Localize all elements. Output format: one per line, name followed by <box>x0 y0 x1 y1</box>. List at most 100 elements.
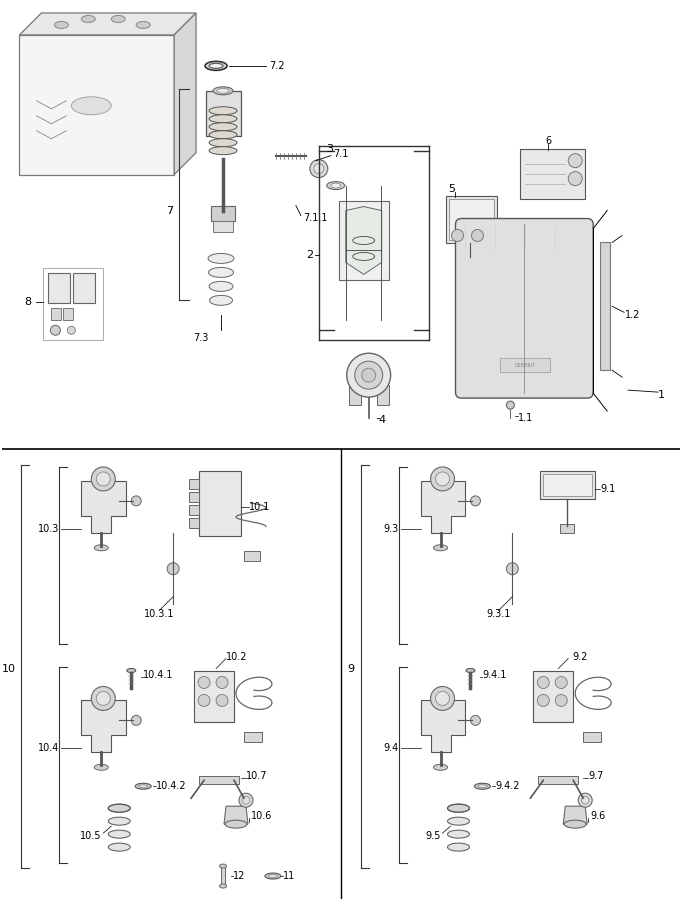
Bar <box>583 733 601 742</box>
Text: 10.2: 10.2 <box>226 652 248 662</box>
Circle shape <box>131 716 141 725</box>
Ellipse shape <box>136 22 150 29</box>
Ellipse shape <box>327 182 345 190</box>
Text: 5: 5 <box>449 184 456 194</box>
Ellipse shape <box>95 764 108 770</box>
Ellipse shape <box>82 15 95 22</box>
Bar <box>339 201 389 281</box>
Polygon shape <box>224 806 248 824</box>
Ellipse shape <box>209 122 237 130</box>
Polygon shape <box>174 13 196 175</box>
Text: 10.4: 10.4 <box>38 743 59 753</box>
Text: 10.7: 10.7 <box>246 771 267 781</box>
Text: 3: 3 <box>326 144 333 154</box>
Polygon shape <box>189 492 199 502</box>
Bar <box>349 385 360 405</box>
Polygon shape <box>189 479 199 489</box>
Circle shape <box>568 172 582 185</box>
Polygon shape <box>563 806 588 824</box>
Text: 4: 4 <box>379 415 386 425</box>
Ellipse shape <box>475 783 490 789</box>
Text: 9.3: 9.3 <box>384 524 398 534</box>
Ellipse shape <box>220 884 226 888</box>
Circle shape <box>537 695 549 707</box>
Bar <box>445 195 497 244</box>
Ellipse shape <box>209 139 237 147</box>
Text: 12: 12 <box>233 871 245 881</box>
Text: 7.1.1: 7.1.1 <box>303 212 327 222</box>
Text: 10.5: 10.5 <box>80 831 101 842</box>
Bar <box>520 148 585 199</box>
Ellipse shape <box>95 544 108 551</box>
Ellipse shape <box>135 783 151 789</box>
Bar <box>244 551 260 561</box>
Ellipse shape <box>209 282 233 292</box>
Circle shape <box>167 562 179 575</box>
Ellipse shape <box>108 830 131 838</box>
Text: 9.1: 9.1 <box>600 484 615 494</box>
Text: 1.2: 1.2 <box>625 310 641 320</box>
Polygon shape <box>20 13 196 35</box>
Bar <box>63 309 73 320</box>
Text: 9.2: 9.2 <box>573 652 588 662</box>
Ellipse shape <box>54 22 69 29</box>
Circle shape <box>471 496 481 506</box>
Bar <box>44 268 103 340</box>
Circle shape <box>198 677 210 688</box>
Text: 9.5: 9.5 <box>425 831 441 842</box>
Ellipse shape <box>108 817 131 825</box>
Bar <box>211 205 235 220</box>
Ellipse shape <box>225 820 247 828</box>
Circle shape <box>347 353 390 397</box>
Ellipse shape <box>209 63 223 68</box>
Circle shape <box>507 401 514 410</box>
Ellipse shape <box>478 785 487 788</box>
Ellipse shape <box>205 61 227 70</box>
Text: 9.4: 9.4 <box>384 743 398 753</box>
Text: 7.1: 7.1 <box>333 148 348 158</box>
Ellipse shape <box>209 295 233 305</box>
Ellipse shape <box>330 183 341 188</box>
Circle shape <box>471 230 483 241</box>
Circle shape <box>198 695 210 707</box>
Circle shape <box>67 327 75 334</box>
Polygon shape <box>421 700 466 752</box>
Ellipse shape <box>108 843 131 851</box>
Bar <box>244 733 262 742</box>
Polygon shape <box>345 206 381 274</box>
Ellipse shape <box>209 107 237 115</box>
Bar <box>206 91 241 136</box>
Ellipse shape <box>434 544 447 551</box>
Circle shape <box>556 695 567 707</box>
Bar <box>600 242 610 370</box>
Circle shape <box>556 677 567 688</box>
Text: 10.3: 10.3 <box>38 524 59 534</box>
Text: 8: 8 <box>24 297 31 307</box>
Text: 9.4.2: 9.4.2 <box>496 781 520 791</box>
Ellipse shape <box>447 843 469 851</box>
Circle shape <box>430 467 454 491</box>
Polygon shape <box>189 505 199 515</box>
Polygon shape <box>189 518 199 527</box>
Ellipse shape <box>208 254 234 264</box>
Circle shape <box>314 164 324 174</box>
Text: 11: 11 <box>283 871 295 881</box>
Circle shape <box>216 677 228 688</box>
Ellipse shape <box>220 864 226 868</box>
Circle shape <box>452 230 464 241</box>
Bar <box>500 358 550 373</box>
Circle shape <box>91 467 116 491</box>
Bar <box>199 471 241 536</box>
Text: 9.3.1: 9.3.1 <box>486 608 511 618</box>
Circle shape <box>310 159 328 177</box>
Text: 1.1: 1.1 <box>518 413 534 423</box>
Bar <box>533 670 573 723</box>
Circle shape <box>568 154 582 167</box>
Ellipse shape <box>466 669 475 672</box>
Bar <box>194 670 234 723</box>
Bar <box>539 777 578 784</box>
Ellipse shape <box>447 805 469 812</box>
Bar <box>560 524 574 533</box>
Ellipse shape <box>447 830 469 838</box>
Text: 10.3.1: 10.3.1 <box>144 608 174 618</box>
